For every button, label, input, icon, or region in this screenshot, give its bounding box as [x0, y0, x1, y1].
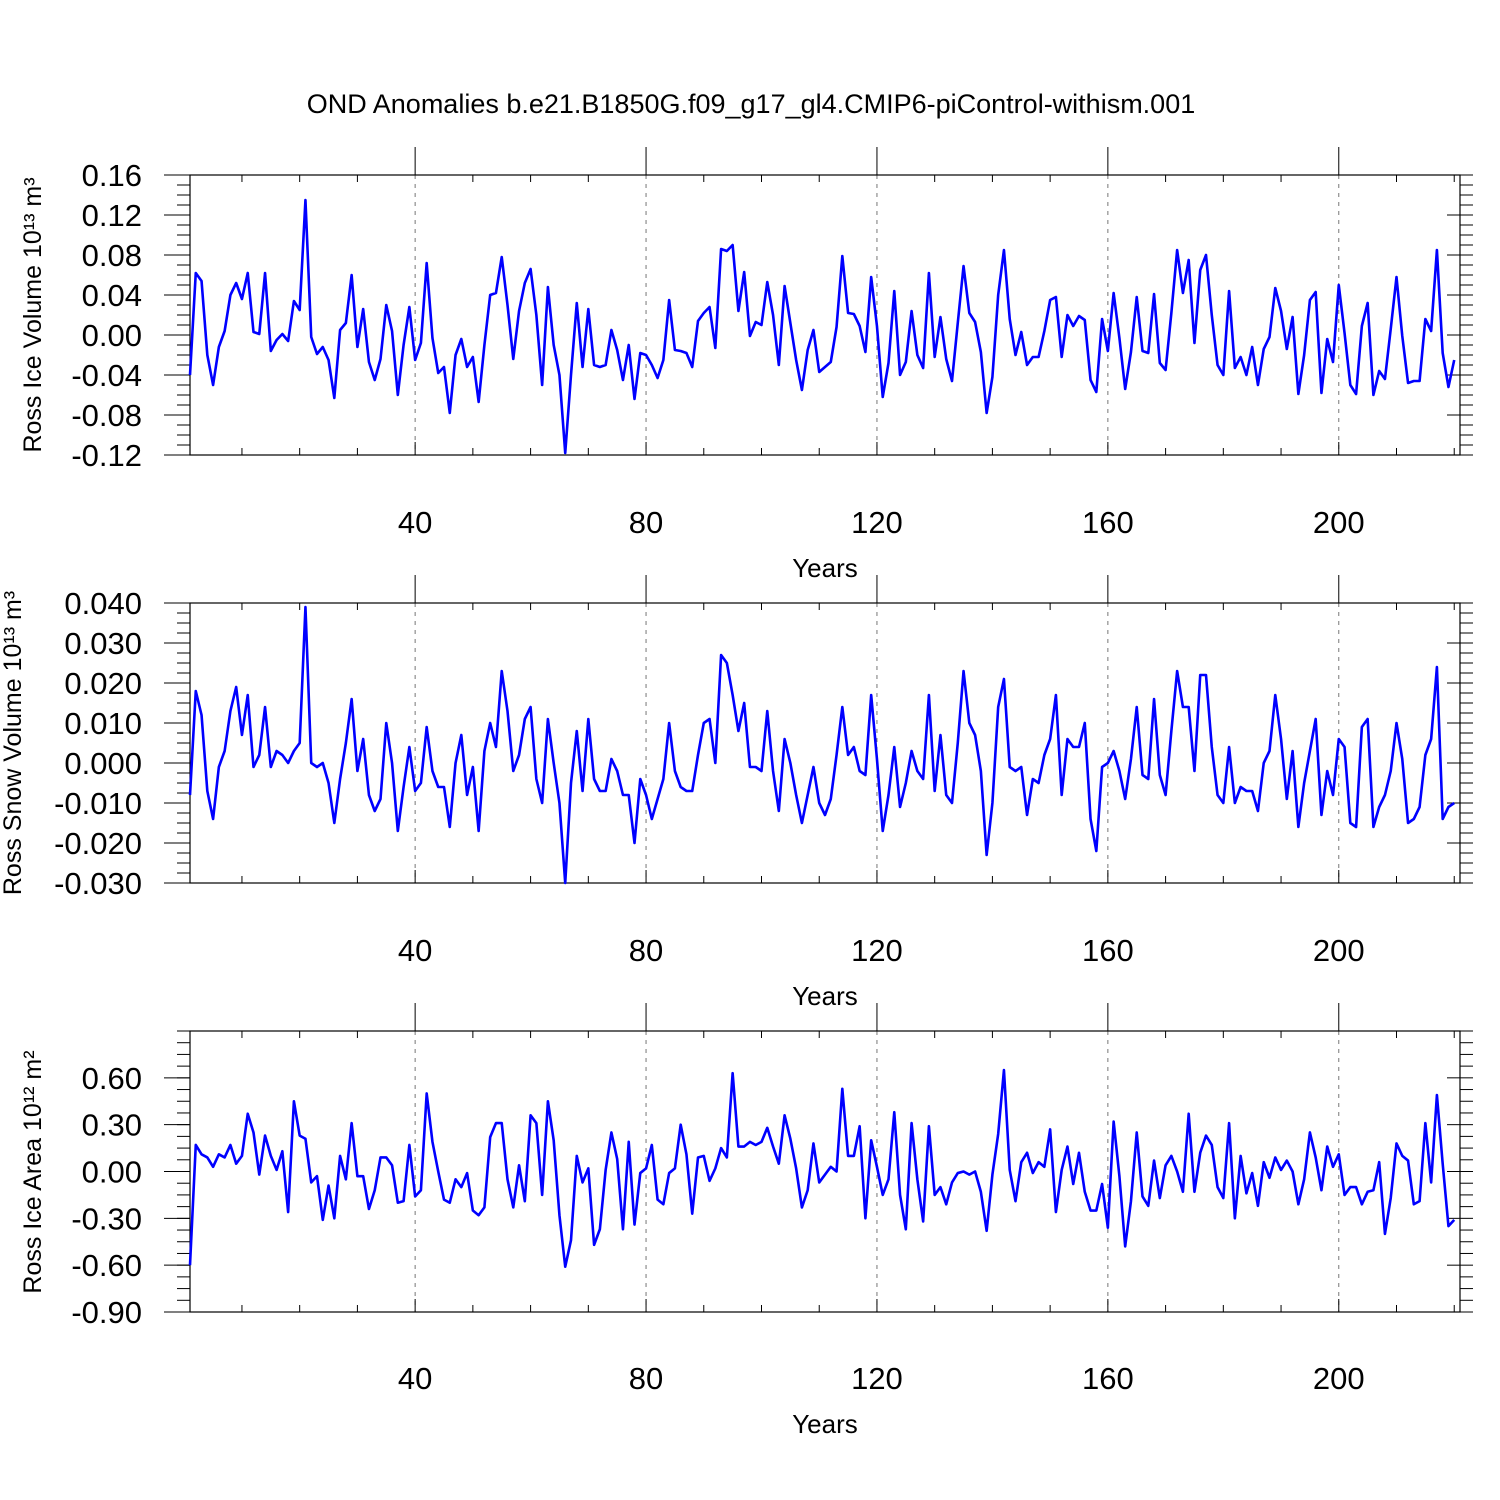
x-tick-label: 80	[629, 1361, 663, 1396]
gridlines	[414, 1031, 1340, 1312]
x-tick-label: 160	[1082, 505, 1134, 540]
y-axis-label: Ross Ice Volume 10¹³ m³	[19, 177, 47, 452]
y-tick-label: 0.00	[82, 1155, 142, 1190]
x-tick-label: 120	[851, 1361, 903, 1396]
x-axis: 40 80 120 160 200	[241, 1003, 1455, 1396]
x-tick-label: 200	[1313, 1361, 1365, 1396]
x-tick-label: 200	[1313, 505, 1365, 540]
x-axis-label: Years	[792, 1409, 858, 1439]
y-tick-label: 0.04	[82, 278, 142, 313]
y-tick-label: 0.30	[82, 1108, 142, 1143]
y-tick-label: -0.04	[71, 358, 142, 393]
gridlines	[414, 603, 1340, 883]
y-axis: -0.030 -0.020 -0.010 0.000 0.010 0.020 0.030 0.…	[54, 586, 1473, 901]
y-axis-label: Ross Ice Area 10¹² m²	[19, 1050, 47, 1293]
x-axis-label: Years	[792, 553, 858, 583]
y-tick-label: 0.12	[82, 198, 142, 233]
y-tick-label: 0.020	[64, 666, 142, 701]
y-tick-label: 0.60	[82, 1061, 142, 1096]
plot-frame	[189, 174, 1461, 456]
figure-title: OND Anomalies b.e21.B1850G.f09_g17_gl4.C…	[307, 89, 1195, 119]
x-tick-label: 40	[398, 933, 432, 968]
x-tick-label: 160	[1082, 933, 1134, 968]
y-tick-label: 0.030	[64, 626, 142, 661]
y-tick-label: -0.08	[71, 398, 142, 433]
y-tick-label: 0.040	[64, 586, 142, 621]
y-axis-label: Ross Snow Volume 10¹³ m³	[0, 591, 27, 895]
x-tick-label: 160	[1082, 1361, 1134, 1396]
x-tick-label: 80	[629, 933, 663, 968]
series-line-snow-volume	[188, 605, 1455, 885]
y-tick-label: -0.60	[71, 1248, 142, 1283]
y-tick-label: -0.30	[71, 1201, 142, 1236]
gridlines	[414, 175, 1340, 455]
y-tick-label: 0.010	[64, 706, 142, 741]
plot-frame	[189, 1030, 1461, 1313]
x-axis: 40 80 120 160 200	[241, 147, 1455, 540]
chart-panel-ice-area: 40 80 120 160 200 -0.90 -0.60 -0.30 0.00 0.30 0.6…	[19, 1003, 1473, 1439]
y-axis: -0.12 -0.08 -0.04 0.00 0.04 0.08 0.12 0.16	[71, 158, 1473, 473]
x-tick-label: 120	[851, 933, 903, 968]
x-tick-label: 120	[851, 505, 903, 540]
x-tick-label: 80	[629, 505, 663, 540]
x-tick-label: 200	[1313, 933, 1365, 968]
y-tick-label: -0.010	[54, 786, 142, 821]
y-tick-label: -0.020	[54, 826, 142, 861]
y-tick-label: 0.00	[82, 318, 142, 353]
x-tick-label: 40	[398, 505, 432, 540]
y-tick-label: -0.12	[71, 438, 142, 473]
series-line-ice-volume	[188, 198, 1456, 455]
x-axis-label: Years	[792, 981, 858, 1011]
y-tick-label: 0.08	[82, 238, 142, 273]
chart-panel-snow-volume: 40 80 120 160 200 -0.030 -0.020 -0.010 0.000 0.0…	[0, 575, 1473, 1011]
series-line-ice-area	[188, 1068, 1456, 1269]
x-axis: 40 80 120 160 200	[241, 575, 1455, 968]
x-tick-label: 40	[398, 1361, 432, 1396]
y-axis: -0.90 -0.60 -0.30 0.00 0.30 0.60	[71, 1030, 1473, 1330]
y-tick-label: -0.90	[71, 1295, 142, 1330]
y-tick-label: 0.000	[64, 746, 142, 781]
y-tick-label: -0.030	[54, 866, 142, 901]
y-tick-label: 0.16	[82, 158, 142, 193]
chart-panel-ice-volume: 40 80 120 160 200 -0.12 -0.08 -0.04 0.00 0.04 0.0…	[19, 147, 1473, 583]
